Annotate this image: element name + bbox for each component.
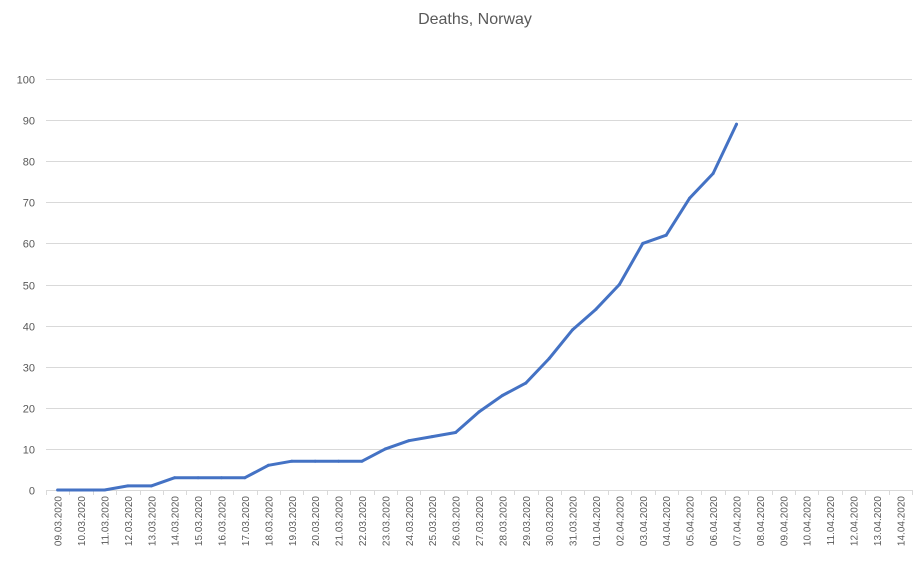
x-tick-label: 09.04.2020 [779, 496, 790, 546]
x-tick-label: 27.03.2020 [475, 496, 486, 546]
x-tick-label: 01.04.2020 [592, 496, 603, 546]
x-tick-label: 23.03.2020 [381, 496, 392, 546]
x-tick-label: 06.04.2020 [709, 496, 720, 546]
data-point [500, 394, 504, 397]
gridlines [46, 79, 912, 491]
x-tick-label: 13.04.2020 [873, 496, 884, 546]
data-point [337, 459, 341, 463]
x-tick-label: 24.03.2020 [405, 496, 416, 546]
y-tick-label: 90 [23, 116, 35, 128]
x-tick-label: 02.04.2020 [615, 496, 626, 546]
y-tick-label: 100 [17, 75, 35, 87]
series-line [56, 122, 738, 492]
data-point [617, 283, 621, 286]
y-tick-label: 80 [23, 157, 35, 169]
x-tick-label: 25.03.2020 [428, 496, 439, 546]
x-tick-label: 26.03.2020 [452, 496, 463, 546]
data-point [571, 328, 575, 332]
chart-title: Deaths, Norway [418, 11, 532, 28]
x-tick-label: 18.03.2020 [264, 496, 275, 546]
data-point [220, 476, 223, 480]
x-tick-label: 10.04.2020 [803, 496, 814, 546]
data-point [196, 476, 200, 480]
data-point [313, 459, 317, 463]
data-point [711, 172, 715, 175]
y-tick-label: 0 [29, 486, 35, 498]
y-tick-label: 70 [23, 198, 35, 210]
data-point [688, 196, 692, 200]
x-tick-label: 09.03.2020 [54, 496, 65, 546]
y-tick-label: 30 [23, 363, 35, 375]
data-point [383, 447, 387, 451]
y-tick-label: 50 [23, 281, 35, 293]
x-tick-label: 29.03.2020 [522, 496, 533, 546]
x-tick-label: 31.03.2020 [569, 496, 580, 546]
x-tick-label: 22.03.2020 [358, 496, 369, 546]
x-tick-label: 10.03.2020 [77, 496, 88, 546]
x-tick-label: 14.03.2020 [171, 496, 182, 546]
x-tick-label: 30.03.2020 [545, 496, 556, 546]
data-point [290, 459, 294, 463]
data-point [79, 488, 83, 492]
data-point [149, 484, 153, 488]
data-point [477, 410, 481, 414]
x-axis-ticks: 09.03.2020 10.03.2020 11.03.2020 12.03.2020… [46, 490, 913, 546]
data-point [103, 488, 106, 492]
data-point [173, 476, 177, 480]
series-group [56, 122, 738, 492]
x-tick-label: 04.04.2020 [662, 496, 673, 546]
data-point [594, 307, 598, 311]
x-tick-label: 19.03.2020 [288, 496, 299, 546]
x-tick-label: 21.03.2020 [335, 496, 346, 546]
y-tick-label: 40 [23, 322, 35, 334]
data-point [360, 459, 364, 463]
data-point [430, 435, 434, 439]
data-point [641, 241, 645, 245]
data-point [407, 439, 411, 443]
data-point [56, 488, 60, 492]
x-tick-label: 17.03.2020 [241, 496, 252, 546]
y-tick-label: 60 [23, 239, 35, 251]
x-tick-label: 13.03.2020 [147, 496, 158, 546]
data-point [547, 357, 551, 360]
x-tick-label: 20.03.2020 [311, 496, 322, 546]
data-point [524, 381, 528, 385]
data-point [454, 431, 458, 434]
data-point [735, 122, 738, 126]
y-tick-label: 10 [23, 445, 35, 457]
x-tick-label: 16.03.2020 [218, 496, 229, 546]
data-point [126, 484, 130, 488]
x-tick-label: 11.03.2020 [101, 496, 112, 546]
x-tick-label: 14.04.2020 [896, 496, 907, 546]
x-tick-label: 11.04.2020 [826, 496, 837, 546]
x-tick-label: 15.03.2020 [194, 496, 205, 546]
x-tick-label: 12.03.2020 [124, 496, 135, 546]
y-axis-ticks: 0 10 20 30 40 50 60 70 80 90 100 [17, 75, 35, 498]
x-tick-label: 08.04.2020 [756, 496, 767, 546]
x-tick-label: 28.03.2020 [498, 496, 509, 546]
data-point [266, 463, 270, 467]
y-tick-label: 20 [23, 404, 35, 416]
data-point [664, 233, 668, 237]
x-tick-label: 12.04.2020 [849, 496, 860, 546]
x-tick-label: 03.04.2020 [639, 496, 650, 546]
x-tick-label: 07.04.2020 [732, 496, 743, 546]
x-tick-label: 05.04.2020 [686, 496, 697, 546]
data-point [243, 476, 247, 480]
